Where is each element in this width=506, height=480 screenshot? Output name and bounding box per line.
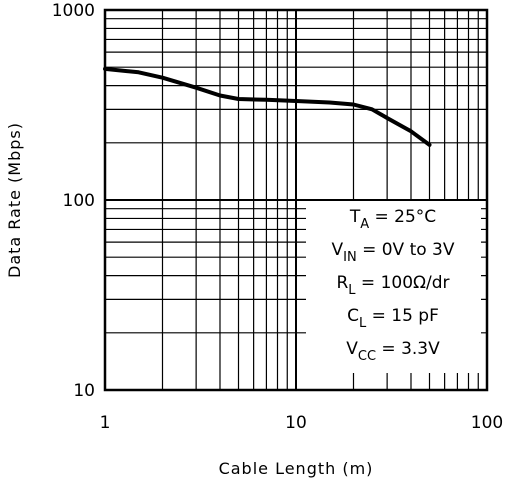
annotation-symbol: C [347,306,359,326]
y-tick-label: 1000 [52,1,95,21]
annotation-line: VCC = 3.3V [346,339,440,364]
x-tick-label: 100 [471,413,503,433]
annotation-line: CL = 15 pF [347,306,439,331]
annotation-symbol: V [331,240,343,260]
annotation-subscript: CC [358,349,376,364]
annotation-value: = 25°C [369,207,436,227]
annotation-symbol: T [349,207,361,227]
x-tick-labels: 1 10 100 [100,413,504,433]
annotation-value: = 15 pF [366,306,439,326]
annotation-subscript: A [360,217,369,232]
annotation-subscript: L [359,316,367,331]
annotation-box [306,201,481,373]
series-layer [103,66,432,147]
annotation-subscript: IN [343,250,357,265]
annotation-line: TA = 25°C [349,207,436,232]
x-axis-title: Cable Length (m) [219,459,374,478]
annotation-value: = 100Ω/dr [356,273,450,293]
plot-frame [103,8,489,392]
annotation-symbol: R [336,273,348,293]
annotation-value: = 3.3V [376,339,440,359]
annotation-value: = 0V to 3V [357,240,455,260]
x-tick-label: 10 [285,413,307,433]
annotation-subscript: L [348,283,356,298]
annotation-symbol: V [346,339,358,359]
annotation-line: VIN = 0V to 3V [331,240,454,265]
y-tick-labels: 10 100 1000 [52,1,95,401]
y-tick-label: 10 [73,381,95,401]
y-tick-label: 100 [63,191,95,211]
y-axis-title: Data Rate (Mbps) [5,122,24,278]
data-rate-curve [103,66,432,147]
x-tick-label: 1 [100,413,111,433]
annotation-line: RL = 100Ω/dr [336,273,449,298]
